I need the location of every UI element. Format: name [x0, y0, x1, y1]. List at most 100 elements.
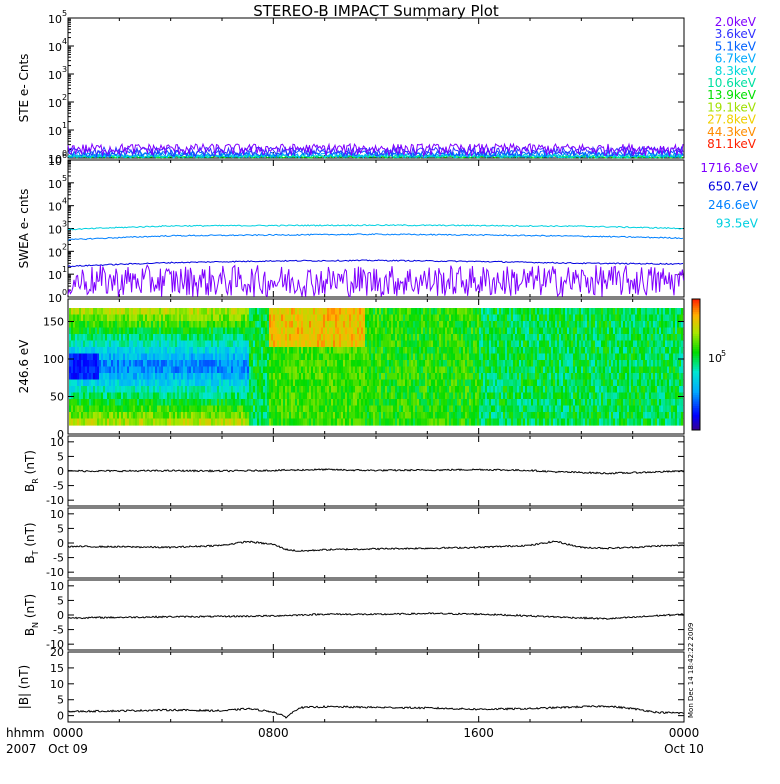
pad-heatmap-cell: [317, 386, 319, 393]
pad-heatmap-cell: [339, 386, 341, 393]
pad-heatmap-cell: [303, 315, 305, 322]
pad-heatmap-cell: [287, 412, 289, 419]
pad-heatmap-cell: [311, 321, 313, 328]
pad-heatmap-cell: [329, 341, 331, 348]
pad-heatmap-cell: [399, 321, 401, 328]
pad-heatmap-cell: [463, 399, 465, 406]
pad-heatmap-cell: [253, 380, 255, 387]
pad-heatmap-cell: [289, 412, 291, 419]
pad-heatmap-cell: [497, 321, 499, 328]
pad-heatmap-cell: [523, 334, 525, 341]
pad-heatmap-cell: [125, 315, 127, 322]
pad-heatmap-cell: [389, 412, 391, 419]
pad-heatmap-cell: [281, 354, 283, 361]
pad-heatmap-cell: [531, 321, 533, 328]
pad-heatmap-cell: [271, 419, 273, 426]
pad-heatmap-cell: [79, 399, 81, 406]
pad-heatmap-cell: [517, 393, 519, 400]
pad-heatmap-cell: [155, 360, 157, 367]
pad-heatmap-cell: [597, 354, 599, 361]
pad-heatmap-cell: [175, 393, 177, 400]
pad-heatmap-cell: [359, 393, 361, 400]
pad-heatmap-cell: [261, 386, 263, 393]
pad-heatmap-cell: [313, 354, 315, 361]
pad-heatmap-cell: [145, 360, 147, 367]
pad-heatmap-cell: [137, 328, 139, 335]
pad-heatmap-cell: [321, 380, 323, 387]
pad-heatmap-cell: [173, 334, 175, 341]
pad-heatmap-cell: [115, 347, 117, 354]
pad-heatmap-cell: [563, 406, 565, 413]
pad-heatmap-cell: [447, 380, 449, 387]
pad-heatmap-cell: [281, 347, 283, 354]
pad-heatmap-cell: [467, 321, 469, 328]
pad-heatmap-cell: [479, 386, 481, 393]
pad-heatmap-cell: [551, 321, 553, 328]
pad-heatmap-cell: [537, 406, 539, 413]
pad-heatmap-cell: [497, 386, 499, 393]
pad-heatmap-cell: [299, 341, 301, 348]
swea-legend-item: 650.7eV: [708, 180, 759, 194]
pad-heatmap-cell: [535, 315, 537, 322]
pad-heatmap-cell: [87, 308, 89, 315]
pad-heatmap-cell: [289, 321, 291, 328]
pad-heatmap-cell: [443, 308, 445, 315]
pad-heatmap-cell: [341, 315, 343, 322]
pad-heatmap-cell: [201, 399, 203, 406]
pad-heatmap-cell: [271, 334, 273, 341]
pad-heatmap-cell: [513, 393, 515, 400]
pad-heatmap-cell: [385, 321, 387, 328]
pad-heatmap-cell: [91, 399, 93, 406]
pad-heatmap-cell: [179, 328, 181, 335]
pad-heatmap-cell: [225, 419, 227, 426]
pad-heatmap-cell: [385, 308, 387, 315]
pad-heatmap-cell: [319, 393, 321, 400]
pad-heatmap-cell: [111, 412, 113, 419]
pad-heatmap-cell: [243, 328, 245, 335]
pad-heatmap-cell: [93, 412, 95, 419]
pad-heatmap-cell: [245, 334, 247, 341]
pad-heatmap-cell: [91, 341, 93, 348]
pad-heatmap-cell: [73, 406, 75, 413]
pad-heatmap-cell: [191, 386, 193, 393]
pad-heatmap-cell: [513, 386, 515, 393]
pad-heatmap-cell: [381, 419, 383, 426]
pad-heatmap-cell: [419, 347, 421, 354]
pad-heatmap-cell: [205, 321, 207, 328]
pad-heatmap-cell: [433, 393, 435, 400]
pad-heatmap-cell: [115, 321, 117, 328]
pad-heatmap-cell: [305, 412, 307, 419]
pad-heatmap-cell: [109, 406, 111, 413]
pad-heatmap-cell: [369, 380, 371, 387]
pad-heatmap-cell: [281, 419, 283, 426]
pad-heatmap-cell: [343, 315, 345, 322]
pad-heatmap-cell: [575, 360, 577, 367]
pad-heatmap-cell: [273, 347, 275, 354]
pad-heatmap-cell: [417, 386, 419, 393]
pad-heatmap-cell: [445, 334, 447, 341]
pad-heatmap-cell: [121, 321, 123, 328]
pad-heatmap-cell: [489, 367, 491, 374]
pad-heatmap-cell: [253, 341, 255, 348]
pad-heatmap-cell: [451, 412, 453, 419]
pad-heatmap-cell: [505, 412, 507, 419]
pad-heatmap-cell: [143, 354, 145, 361]
pad-heatmap-cell: [425, 386, 427, 393]
pad-heatmap-cell: [357, 354, 359, 361]
pad-heatmap-cell: [383, 380, 385, 387]
pad-heatmap-cell: [327, 373, 329, 380]
pad-heatmap-cell: [521, 347, 523, 354]
pad-heatmap-cell: [343, 380, 345, 387]
pad-heatmap-cell: [289, 334, 291, 341]
pad-heatmap-cell: [345, 315, 347, 322]
pad-heatmap-cell: [155, 308, 157, 315]
pad-heatmap-cell: [413, 393, 415, 400]
pad-heatmap-cell: [567, 341, 569, 348]
pad-heatmap-cell: [551, 412, 553, 419]
pad-heatmap-cell: [281, 321, 283, 328]
pad-heatmap-cell: [147, 347, 149, 354]
pad-heatmap-cell: [441, 321, 443, 328]
pad-heatmap-cell: [361, 419, 363, 426]
pad-heatmap-cell: [483, 315, 485, 322]
